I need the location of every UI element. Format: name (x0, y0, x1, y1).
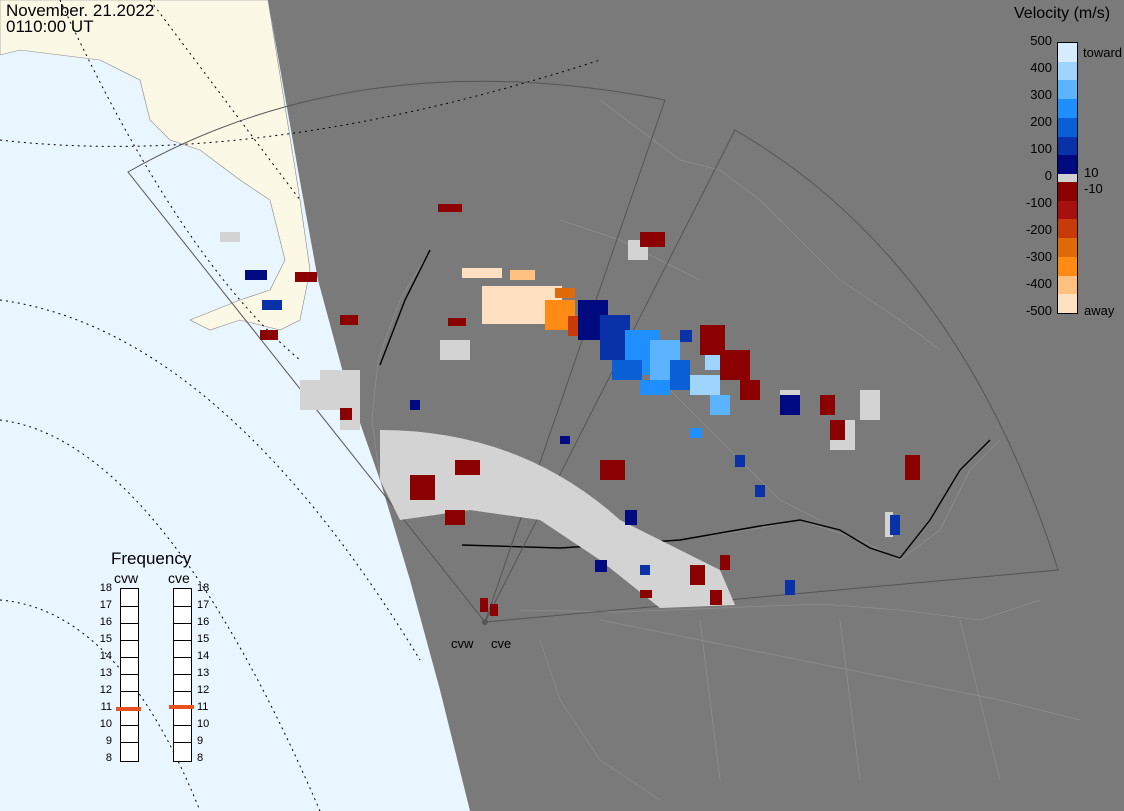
freq-tick-label: 18 (99, 582, 112, 594)
freq-tick-label: 14 (99, 650, 112, 662)
freq-grid-line (174, 657, 191, 658)
colorbar-band (1058, 182, 1077, 202)
freq-tick-label: 10 (99, 718, 112, 730)
colorbar-band (1058, 219, 1077, 240)
freq-marker-cve (169, 705, 194, 709)
freq-tick-label: 9 (105, 735, 112, 747)
colorbar-tick-label: -500 (1025, 303, 1052, 318)
site-label-cve: cve (491, 636, 512, 651)
cvw-fov (127, 80, 666, 624)
colorbar-band (1058, 43, 1077, 63)
colorbar-tick-label: 200 (1030, 114, 1052, 129)
freq-tick-label: 12 (99, 684, 112, 696)
freq-tick-label: 13 (197, 667, 210, 679)
freq-grid-line (174, 606, 191, 607)
toward-echoes (245, 270, 900, 595)
colorbar-tick-label: 500 (1030, 33, 1052, 48)
freq-tick-label: 8 (105, 752, 112, 764)
cve-fov (484, 129, 1059, 623)
colorbar-band (1058, 80, 1077, 101)
colorbar-tick-label: -300 (1025, 249, 1052, 264)
freq-grid-line (174, 674, 191, 675)
alaska-land (0, 0, 311, 331)
freq-tick-label: 16 (197, 616, 210, 628)
freq-grid-line (174, 623, 191, 624)
colorbar-band (1058, 99, 1077, 119)
freq-tick-label: 8 (197, 752, 204, 764)
freq-marker-cvw (116, 706, 141, 711)
freq-radar-label-1: cve (168, 570, 190, 586)
freq-grid-line (174, 691, 191, 692)
colorbar-plus10-label: 10 (1084, 165, 1099, 180)
freq-tick-label: 15 (197, 633, 210, 645)
time-label: 0110:00 UT (6, 17, 94, 36)
colorbar-tick-label: 300 (1030, 87, 1052, 102)
colorbar-band (1058, 136, 1077, 157)
date-label: November. 21.2022 (6, 1, 155, 20)
colorbar-zero-band (1058, 174, 1077, 182)
velocity-colorbar (1057, 42, 1078, 314)
freq-grid-line (174, 725, 191, 726)
colorbar-tick-label: 0 (1044, 168, 1052, 183)
freq-tick-label: 11 (100, 701, 112, 713)
colorbar-band (1058, 256, 1077, 277)
freq-tick-label: 17 (99, 599, 112, 611)
colorbar-band (1058, 294, 1077, 313)
us-canada-border (461, 519, 901, 559)
freq-grid-line (121, 606, 138, 607)
colorbar-toward-label: toward (1083, 45, 1123, 60)
freq-tick-label: 16 (99, 616, 112, 628)
freq-grid-line (121, 623, 138, 624)
velocity-colorbar-title: Velocity (m/s) (1014, 5, 1111, 22)
freq-grid-line (121, 640, 138, 641)
colorbar-tick-label: -100 (1025, 195, 1052, 210)
colorbar-band (1058, 200, 1077, 221)
colorbar-tick-label: -200 (1025, 222, 1052, 237)
freq-tick-label: 13 (99, 667, 112, 679)
colorbar-away-label: away (1084, 303, 1115, 318)
radar-site (482, 619, 488, 625)
freq-grid-line (174, 640, 191, 641)
freq-tick-label: 11 (197, 701, 209, 713)
freq-grid-line (121, 742, 138, 743)
freq-tick-label: 14 (197, 650, 210, 662)
freq-grid-line (121, 674, 138, 675)
freq-radar-label-0: cvw (114, 570, 139, 586)
colorbar-minus10-label: -10 (1084, 181, 1103, 196)
frequency-title: Frequency (111, 549, 192, 568)
freq-tick-label: 15 (99, 633, 112, 645)
freq-tick-label: 9 (197, 735, 204, 747)
colorbar-tick-label: -400 (1025, 276, 1052, 291)
night-region (268, 0, 1124, 811)
colorbar-tick-label: 400 (1030, 60, 1052, 75)
colorbar-band (1058, 61, 1077, 82)
colorbar-tick-label: 100 (1030, 141, 1052, 156)
freq-column-1 (173, 588, 192, 762)
freq-grid-line (121, 725, 138, 726)
freq-grid-line (121, 691, 138, 692)
freq-column-0 (120, 588, 139, 762)
freq-tick-label: 12 (197, 684, 210, 696)
colorbar-band (1058, 117, 1077, 138)
colorbar-band (1058, 238, 1077, 258)
freq-tick-label: 17 (197, 599, 210, 611)
freq-tick-label: 10 (197, 718, 210, 730)
freq-tick-label: 18 (197, 582, 210, 594)
freq-grid-line (121, 657, 138, 658)
dark-red-echoes (260, 204, 920, 616)
colorbar-band (1058, 155, 1077, 175)
site-label-cvw: cvw (451, 636, 474, 651)
freq-grid-line (174, 742, 191, 743)
colorbar-band (1058, 275, 1077, 296)
